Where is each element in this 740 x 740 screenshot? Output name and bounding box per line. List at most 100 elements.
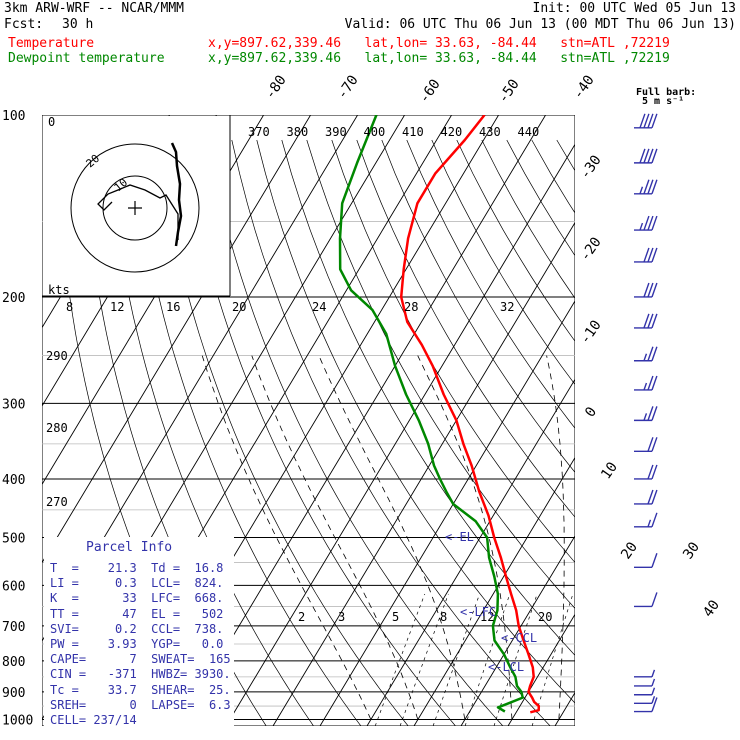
moist-adiabat — [417, 355, 513, 720]
dry-adiabat — [231, 139, 551, 726]
wind-barb — [634, 215, 658, 231]
wind-barb — [634, 592, 658, 608]
dry-adiabat — [356, 139, 575, 518]
isotherm-line — [225, 143, 575, 726]
speed-scale-label: 8 — [66, 300, 73, 314]
speed-scale-label: 12 — [110, 300, 124, 314]
dry-adiabat — [206, 139, 504, 726]
level-marker: <-LCL — [488, 660, 524, 674]
speed-scale-label: 16 — [166, 300, 180, 314]
forecast-hours: 30 h — [62, 17, 94, 32]
pressure-label-800: 800 — [2, 655, 25, 670]
parcel-info-row: SVI= 0.2 CCL= 738. — [50, 621, 224, 636]
wind-barb — [634, 678, 656, 687]
isotherm-line — [42, 115, 311, 564]
isotherm-line — [602, 115, 740, 726]
isotherm-label: -80 — [262, 72, 290, 102]
wind-barb — [634, 375, 658, 391]
theta-e-label: 370 — [248, 125, 270, 139]
hodograph-corner-label: 0 — [48, 115, 55, 129]
mixing-ratio-line — [531, 593, 574, 726]
speed-scale-label: 28 — [404, 300, 418, 314]
parcel-info-row: CAPE= 7 SWEAT= 165 — [50, 652, 231, 667]
theta-e-label: 390 — [325, 125, 347, 139]
isotherm-label: -40 — [570, 72, 598, 102]
wind-barb — [634, 437, 658, 452]
mixing-ratio-label: 5 — [392, 610, 399, 624]
wind-barb — [634, 148, 658, 164]
dry-adiabat-label: 280 — [46, 421, 68, 435]
isotherm-label: 10 — [598, 459, 621, 482]
dry-adiabat — [256, 139, 575, 704]
hodograph-center — [128, 201, 142, 215]
parcel-info-row: Tc = 33.7 SHEAR= 25. — [50, 682, 231, 697]
dry-adiabat — [381, 139, 575, 473]
dry-adiabat — [506, 139, 575, 257]
mixing-ratio-line — [493, 593, 538, 726]
parcel-info-row: PW = 3.93 YGP= 0.0 — [50, 637, 224, 652]
dewpoint-label: Dewpoint temperature — [8, 51, 165, 66]
moist-adiabat — [318, 355, 466, 720]
pressure-label-500: 500 — [2, 532, 25, 547]
parcel-info-row: CELL= 237/14 — [50, 713, 137, 728]
wind-barb — [634, 406, 658, 422]
isotherm-label: -50 — [495, 76, 523, 106]
pressure-label-200: 200 — [2, 291, 25, 306]
forecast-label: Fcst: — [4, 17, 44, 32]
isotherm-line — [366, 378, 575, 726]
moist-adiabat — [201, 355, 372, 720]
isotherm-line — [507, 613, 575, 726]
moist-adiabat — [546, 355, 565, 720]
dry-adiabat — [406, 139, 575, 429]
parcel-info-row: K = 33 LFC= 668. — [50, 591, 224, 606]
temperature-info: x,y=897.62,339.46 lat,lon= 33.63, -84.44… — [208, 36, 670, 51]
speed-scale-label: 32 — [500, 300, 514, 314]
pressure-label-100: 100 — [2, 109, 25, 124]
wind-barb — [634, 696, 656, 704]
wind-barb — [634, 282, 658, 298]
parcel-info-row: T = 21.3 Td = 16.8 — [50, 561, 224, 575]
isotherm-label: -30 — [577, 152, 605, 182]
theta-e-label: 440 — [518, 125, 540, 139]
theta-e-label: 380 — [287, 125, 309, 139]
wind-barb — [634, 687, 656, 696]
parcel-info-row: CIN = -371 HWBZ= 3930. — [50, 667, 231, 682]
isotherm-label: -10 — [577, 317, 605, 347]
wind-barb — [634, 669, 656, 678]
isotherm-label: 0 — [582, 404, 600, 420]
dry-adiabat-label: 290 — [46, 349, 68, 363]
level-marker: <-LFC — [460, 605, 496, 619]
temperature-curve — [399, 115, 541, 714]
dry-adiabat-label: 270 — [46, 495, 68, 509]
barb-legend-units: 5 m s⁻¹ — [642, 96, 684, 107]
theta-e-label: 420 — [441, 125, 463, 139]
dry-adiabat — [456, 139, 575, 342]
wind-barb — [634, 464, 658, 480]
isotherm-line — [413, 456, 575, 726]
isotherm-label: -70 — [334, 72, 362, 102]
pressure-label-900: 900 — [2, 686, 25, 701]
dry-adiabat — [682, 140, 740, 726]
mixing-ratio-label: 8 — [440, 610, 447, 624]
dry-adiabat — [131, 139, 362, 726]
dry-adiabat — [607, 140, 740, 726]
isotherm-label: 40 — [700, 597, 723, 620]
dry-adiabat — [156, 139, 409, 726]
isotherm-line — [460, 535, 575, 726]
level-marker: <-EL — [445, 530, 474, 544]
dry-adiabat — [531, 139, 575, 214]
mixing-ratio-label: 3 — [338, 610, 345, 624]
dry-adiabat — [181, 139, 456, 726]
moist-adiabat — [251, 355, 419, 720]
barb-legend-title: Full barb: — [636, 87, 696, 98]
pressure-label-300: 300 — [2, 397, 25, 412]
hodograph-ring-20 — [70, 143, 200, 273]
wind-barb — [634, 247, 658, 263]
pressure-label-1000: 1000 — [2, 714, 33, 729]
mixing-ratio-label: 20 — [538, 610, 552, 624]
pressure-label-400: 400 — [2, 473, 25, 488]
valid-time: Valid: 06 UTC Thu 06 Jun 13 (00 MDT Thu … — [344, 17, 736, 32]
wind-barb — [634, 179, 658, 195]
speed-scale-label: 20 — [232, 300, 246, 314]
init-time: Init: 00 UTC Wed 05 Jun 13 — [532, 1, 737, 16]
